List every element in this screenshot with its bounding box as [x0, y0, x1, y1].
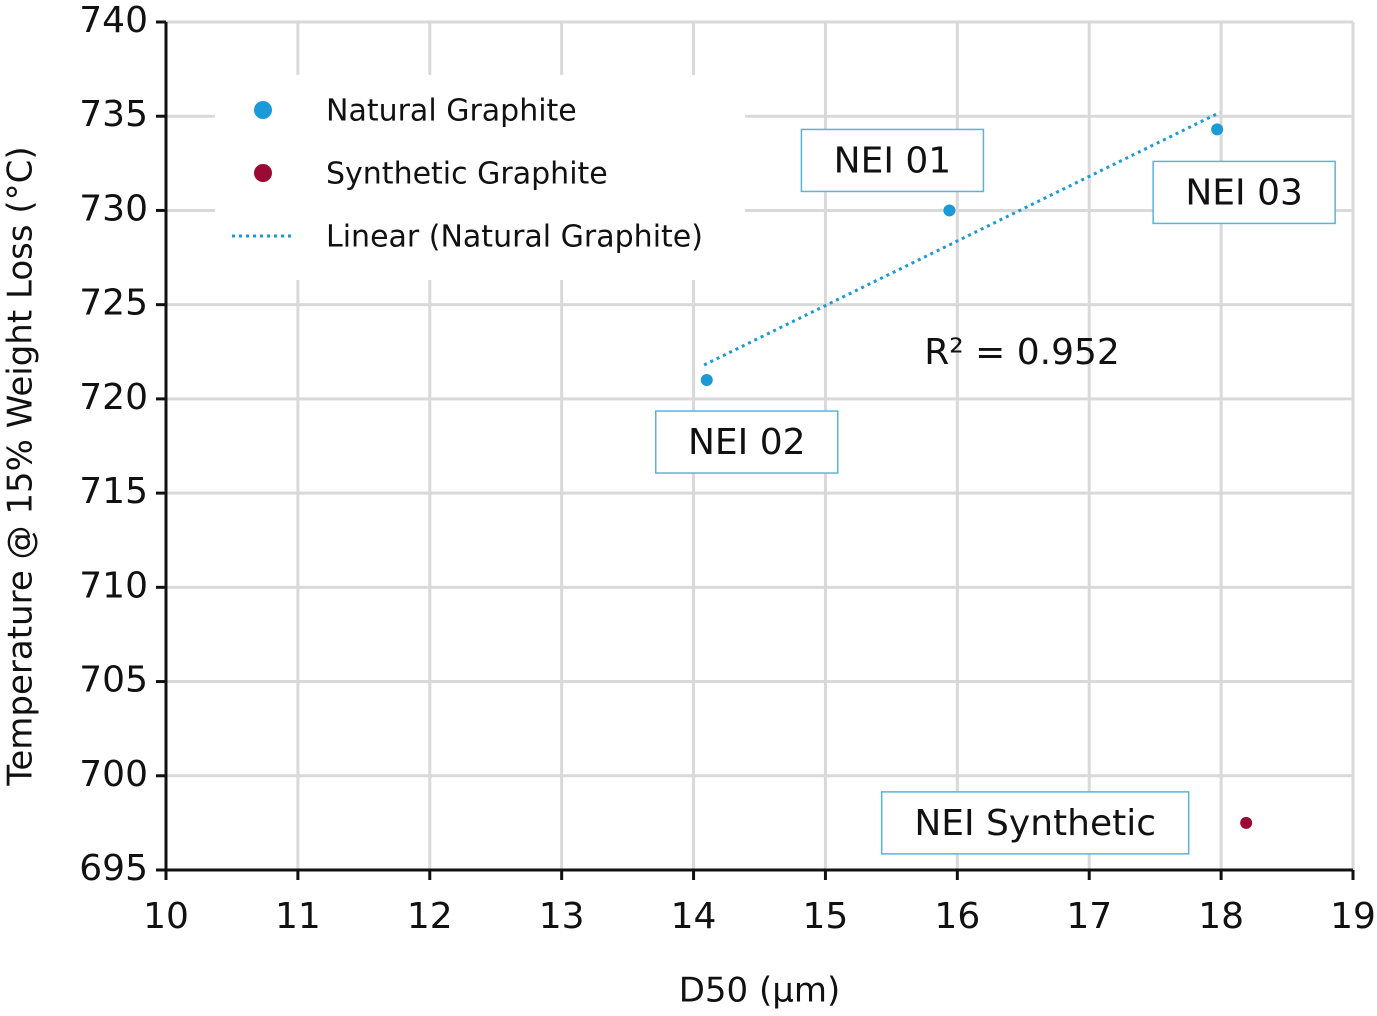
legend-marker	[254, 101, 272, 119]
x-tick-label: 15	[803, 896, 849, 937]
x-tick-label: 12	[407, 896, 453, 937]
x-tick-label: 16	[934, 896, 980, 937]
y-tick-label: 695	[79, 848, 148, 889]
trendline	[703, 111, 1221, 367]
y-tick-label: 720	[79, 377, 148, 418]
y-tick-label: 715	[79, 471, 148, 512]
point-label: NEI 02	[688, 422, 806, 463]
y-tick-label: 710	[79, 565, 148, 606]
label-box	[1152, 160, 1336, 225]
y-tick-label: 705	[79, 660, 148, 701]
legend-label: Natural Graphite	[326, 94, 577, 129]
point-label: NEI Synthetic	[914, 803, 1156, 844]
label-box	[800, 128, 985, 193]
data-point	[1240, 816, 1253, 829]
data-point	[700, 374, 713, 387]
label-box	[880, 791, 1190, 855]
point-label: NEI 03	[1185, 172, 1303, 213]
y-axis-label: Temperature @ 15% Weight Loss (°C)	[1, 146, 41, 786]
data-point	[943, 204, 956, 217]
legend-label: Synthetic Graphite	[326, 157, 608, 192]
legend-label: Linear (Natural Graphite)	[326, 220, 703, 255]
x-tick-label: 18	[1198, 896, 1244, 937]
y-tick-label: 700	[79, 754, 148, 795]
legend-marker	[254, 164, 272, 182]
label-box	[654, 410, 839, 474]
annotation: R² = 0.952	[924, 332, 1120, 373]
x-tick-label: 17	[1066, 896, 1112, 937]
y-tick-label: 725	[79, 283, 148, 324]
y-tick-label: 735	[79, 94, 148, 135]
legend-background	[215, 75, 745, 280]
x-tick-label: 19	[1330, 896, 1376, 937]
y-tick-label: 730	[79, 188, 148, 229]
y-tick-label: 740	[79, 0, 148, 41]
x-tick-label: 10	[143, 896, 189, 937]
x-axis-label: D50 (µm)	[679, 971, 841, 1011]
data-point	[1211, 123, 1224, 136]
point-label: NEI 01	[834, 140, 952, 181]
x-tick-label: 13	[539, 896, 585, 937]
x-tick-label: 11	[275, 896, 321, 937]
x-tick-label: 14	[671, 896, 717, 937]
